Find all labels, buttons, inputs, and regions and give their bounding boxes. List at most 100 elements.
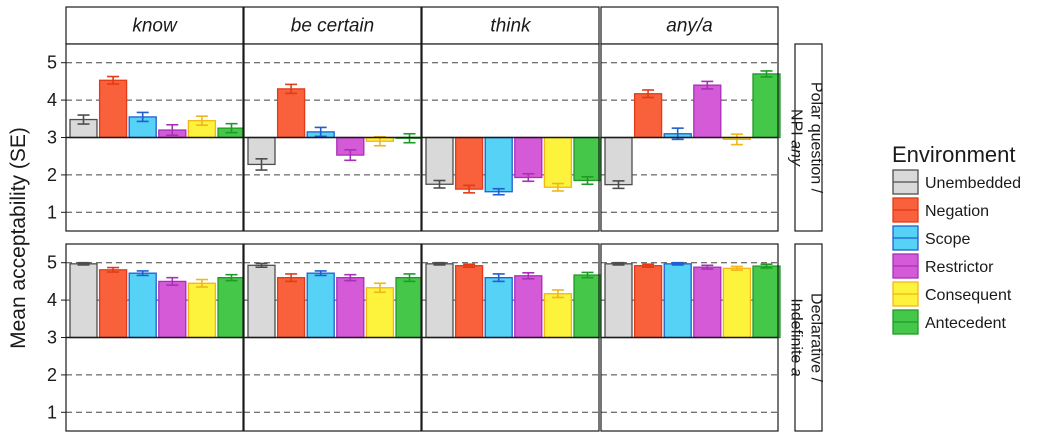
- strip-label-think: think: [490, 16, 532, 37]
- bar-polar-think-negation: [454, 136, 484, 190]
- row-label-line-2: NPI: [788, 109, 805, 140]
- strip-decl: [794, 243, 823, 432]
- legend-label-scope: Scope: [925, 231, 970, 248]
- y-axis-label: Mean acceptability (SE): [7, 127, 30, 349]
- error-bar-polar-think-restrictor: [522, 172, 535, 183]
- error-bar-polar-any-a-unembedded: [612, 180, 625, 190]
- legend-label-negation: Negation: [925, 203, 989, 220]
- legend-title: Environment: [892, 142, 1016, 167]
- bar-decl-know-antecedent: [217, 277, 246, 339]
- y-tick-label: 1: [47, 202, 57, 222]
- error-bar-decl-know-antecedent: [225, 273, 238, 282]
- bar-decl-know-scope: [128, 272, 157, 339]
- strip-label-know: know: [132, 16, 178, 37]
- bar-polar-any-a-negation: [633, 93, 663, 139]
- error-bar-decl-any-a-restrictor: [701, 264, 714, 270]
- error-bar-decl-any-a-unembedded: [612, 261, 625, 266]
- bar-polar-think-antecedent: [573, 136, 602, 182]
- error-bar-decl-be-certain-restrictor: [344, 273, 357, 282]
- error-bar-decl-know-scope: [136, 270, 149, 277]
- y-tick-label: 3: [47, 328, 57, 348]
- row-label-line-1: Declarative /: [808, 293, 825, 382]
- row-label-italic: any: [788, 140, 805, 167]
- bar-polar-think-scope: [484, 136, 513, 193]
- y-tick-label: 4: [47, 90, 57, 110]
- row-label-line-1: Polar question /: [808, 82, 825, 194]
- error-bar-polar-be-certain-scope: [314, 126, 327, 138]
- row-label-decl: Declarative /Indefinite a: [788, 293, 825, 382]
- y-tick-label: 2: [47, 365, 57, 385]
- bar-decl-be-certain-antecedent: [395, 277, 424, 339]
- error-bar-decl-any-a-antecedent: [760, 263, 773, 269]
- error-bar-polar-be-certain-unembedded: [255, 158, 268, 171]
- panel-border: [600, 43, 779, 232]
- error-bar-decl-any-a-negation: [642, 263, 655, 268]
- error-bar-polar-any-a-consequent: [730, 133, 743, 146]
- bar-polar-any-a-antecedent: [752, 73, 781, 139]
- error-bar-polar-any-a-antecedent: [760, 70, 773, 78]
- legend-label-antecedent: Antecedent: [925, 315, 1007, 332]
- y-tick-label: 3: [47, 128, 57, 148]
- y-tick-label: 5: [47, 253, 57, 273]
- bar-decl-any-a-antecedent: [752, 265, 781, 339]
- y-tick-label: 2: [47, 165, 57, 185]
- panel-border: [243, 243, 422, 432]
- bar-decl-know-unembedded: [69, 263, 98, 339]
- error-bar-polar-know-negation: [107, 75, 120, 85]
- legend-label-consequent: Consequent: [925, 287, 1012, 304]
- error-bar-decl-be-certain-antecedent: [403, 273, 416, 283]
- bar-decl-think-scope: [484, 277, 513, 339]
- bar-polar-know-negation: [98, 79, 128, 139]
- strip-be-certain: [243, 6, 422, 45]
- error-bar-decl-know-unembedded: [77, 261, 90, 266]
- bar-polar-be-certain-negation: [276, 88, 306, 139]
- error-bar-decl-think-unembedded: [433, 261, 446, 266]
- error-bar-polar-any-a-restrictor: [701, 80, 714, 90]
- error-bar-decl-any-a-scope: [671, 261, 684, 266]
- panel-border: [600, 243, 779, 432]
- panel-border: [243, 43, 422, 232]
- y-tick-label: 5: [47, 53, 57, 73]
- error-bar-decl-think-consequent: [551, 289, 564, 299]
- panel-border: [65, 243, 244, 432]
- bar-decl-any-a-scope: [663, 263, 692, 339]
- row-label-line-2: Indefinite: [788, 298, 805, 367]
- error-bar-polar-think-antecedent: [581, 175, 594, 186]
- error-bar-decl-be-certain-scope: [314, 270, 327, 277]
- error-bar-polar-know-scope: [136, 111, 149, 123]
- error-bar-polar-be-certain-restrictor: [344, 149, 357, 162]
- panel-border: [65, 43, 244, 232]
- bar-polar-think-consequent: [543, 136, 573, 188]
- error-bar-polar-think-negation: [463, 184, 476, 194]
- strip-label-be-certain: be certain: [291, 16, 374, 37]
- row-label-italic: a: [788, 368, 805, 377]
- error-bar-decl-be-certain-negation: [285, 273, 298, 283]
- bar-decl-think-unembedded: [425, 263, 454, 339]
- error-bar-decl-think-antecedent: [581, 271, 594, 279]
- error-bar-polar-know-unembedded: [77, 114, 90, 125]
- error-bar-decl-know-restrictor: [166, 276, 179, 286]
- bar-decl-be-certain-restrictor: [336, 277, 365, 339]
- error-bar-decl-any-a-consequent: [730, 265, 743, 271]
- bar-polar-any-a-restrictor: [693, 84, 722, 139]
- bar-polar-think-restrictor: [514, 136, 543, 179]
- bar-decl-think-consequent: [543, 293, 573, 339]
- y-tick-label: 4: [47, 290, 57, 310]
- legend-label-restrictor: Restrictor: [925, 259, 994, 276]
- error-bar-polar-think-unembedded: [433, 179, 446, 189]
- strip-think: [421, 6, 600, 45]
- error-bar-polar-know-consequent: [195, 115, 208, 126]
- bar-decl-any-a-negation: [633, 265, 663, 339]
- bar-decl-any-a-unembedded: [604, 263, 633, 339]
- error-bar-polar-be-certain-negation: [285, 83, 298, 95]
- error-bar-decl-think-negation: [463, 263, 476, 268]
- error-bar-decl-be-certain-unembedded: [255, 262, 268, 268]
- bar-decl-know-consequent: [187, 282, 217, 339]
- error-bar-decl-think-scope: [492, 273, 505, 283]
- error-bar-polar-any-a-negation: [642, 89, 655, 99]
- error-bar-decl-be-certain-consequent: [373, 282, 386, 294]
- error-bar-polar-know-antecedent: [225, 122, 238, 134]
- bar-decl-be-certain-scope: [306, 272, 335, 339]
- bar-decl-know-negation: [98, 269, 128, 339]
